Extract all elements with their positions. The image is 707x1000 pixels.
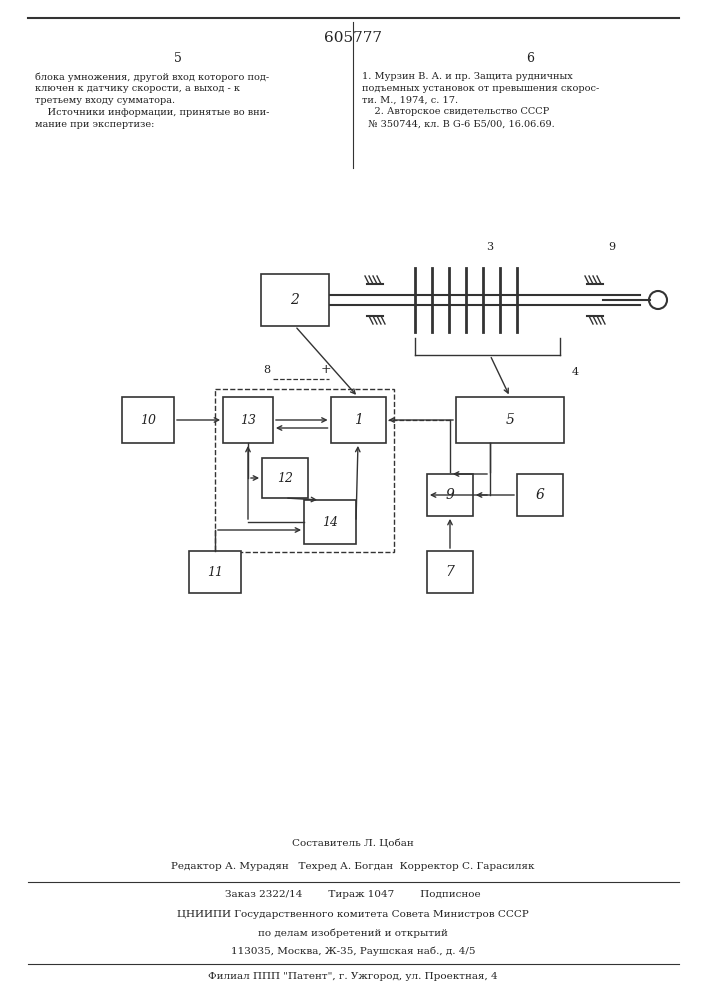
Text: 10: 10 — [140, 414, 156, 426]
Bar — [304, 500, 356, 544]
Text: 5: 5 — [506, 413, 515, 427]
Bar — [517, 474, 563, 516]
Bar — [330, 397, 385, 443]
Text: 1: 1 — [354, 413, 363, 427]
Text: 5: 5 — [174, 51, 182, 64]
Bar — [223, 397, 273, 443]
Bar — [261, 274, 329, 326]
Text: Редактор А. Мурадян   Техред А. Богдан  Корректор С. Гарасиляк: Редактор А. Мурадян Техред А. Богдан Кор… — [171, 862, 534, 871]
Text: 7: 7 — [445, 565, 455, 579]
Text: по делам изобретений и открытий: по делам изобретений и открытий — [258, 928, 448, 938]
Text: 1. Мурзин В. А. и пр. Защита рудничных
подъемных установок от превышения скорос-: 1. Мурзин В. А. и пр. Защита рудничных п… — [362, 72, 600, 128]
Bar — [215, 389, 394, 552]
Text: ЦНИИПИ Государственного комитета Совета Министров СССР: ЦНИИПИ Государственного комитета Совета … — [177, 910, 529, 919]
Bar — [427, 551, 473, 593]
Bar — [427, 474, 473, 516]
Bar — [189, 551, 241, 593]
Bar — [456, 397, 564, 443]
Text: 6: 6 — [526, 51, 534, 64]
Text: 14: 14 — [322, 516, 338, 528]
Text: 13: 13 — [240, 414, 256, 426]
Text: 3: 3 — [486, 242, 493, 252]
Text: 2: 2 — [291, 293, 300, 307]
Text: 11: 11 — [207, 566, 223, 578]
Text: 9: 9 — [609, 242, 616, 252]
Text: 8: 8 — [263, 365, 270, 375]
Text: блока умножения, другой вход которого под-
ключен к датчику скорости, а выход - : блока умножения, другой вход которого по… — [35, 72, 269, 129]
Text: Составитель Л. Цобан: Составитель Л. Цобан — [292, 840, 414, 849]
Text: 113035, Москва, Ж-35, Раушская наб., д. 4/5: 113035, Москва, Ж-35, Раушская наб., д. … — [230, 946, 475, 956]
Text: 605777: 605777 — [324, 31, 382, 45]
Text: Филиал ППП "Патент", г. Ужгород, ул. Проектная, 4: Филиал ППП "Патент", г. Ужгород, ул. Про… — [208, 972, 498, 981]
Text: 6: 6 — [536, 488, 544, 502]
Text: +: + — [320, 363, 331, 376]
Text: 9: 9 — [445, 488, 455, 502]
Text: Заказ 2322/14        Тираж 1047        Подписное: Заказ 2322/14 Тираж 1047 Подписное — [226, 890, 481, 899]
Text: 12: 12 — [277, 472, 293, 485]
Bar — [122, 397, 174, 443]
Text: 4: 4 — [571, 367, 578, 377]
Bar — [262, 458, 308, 498]
